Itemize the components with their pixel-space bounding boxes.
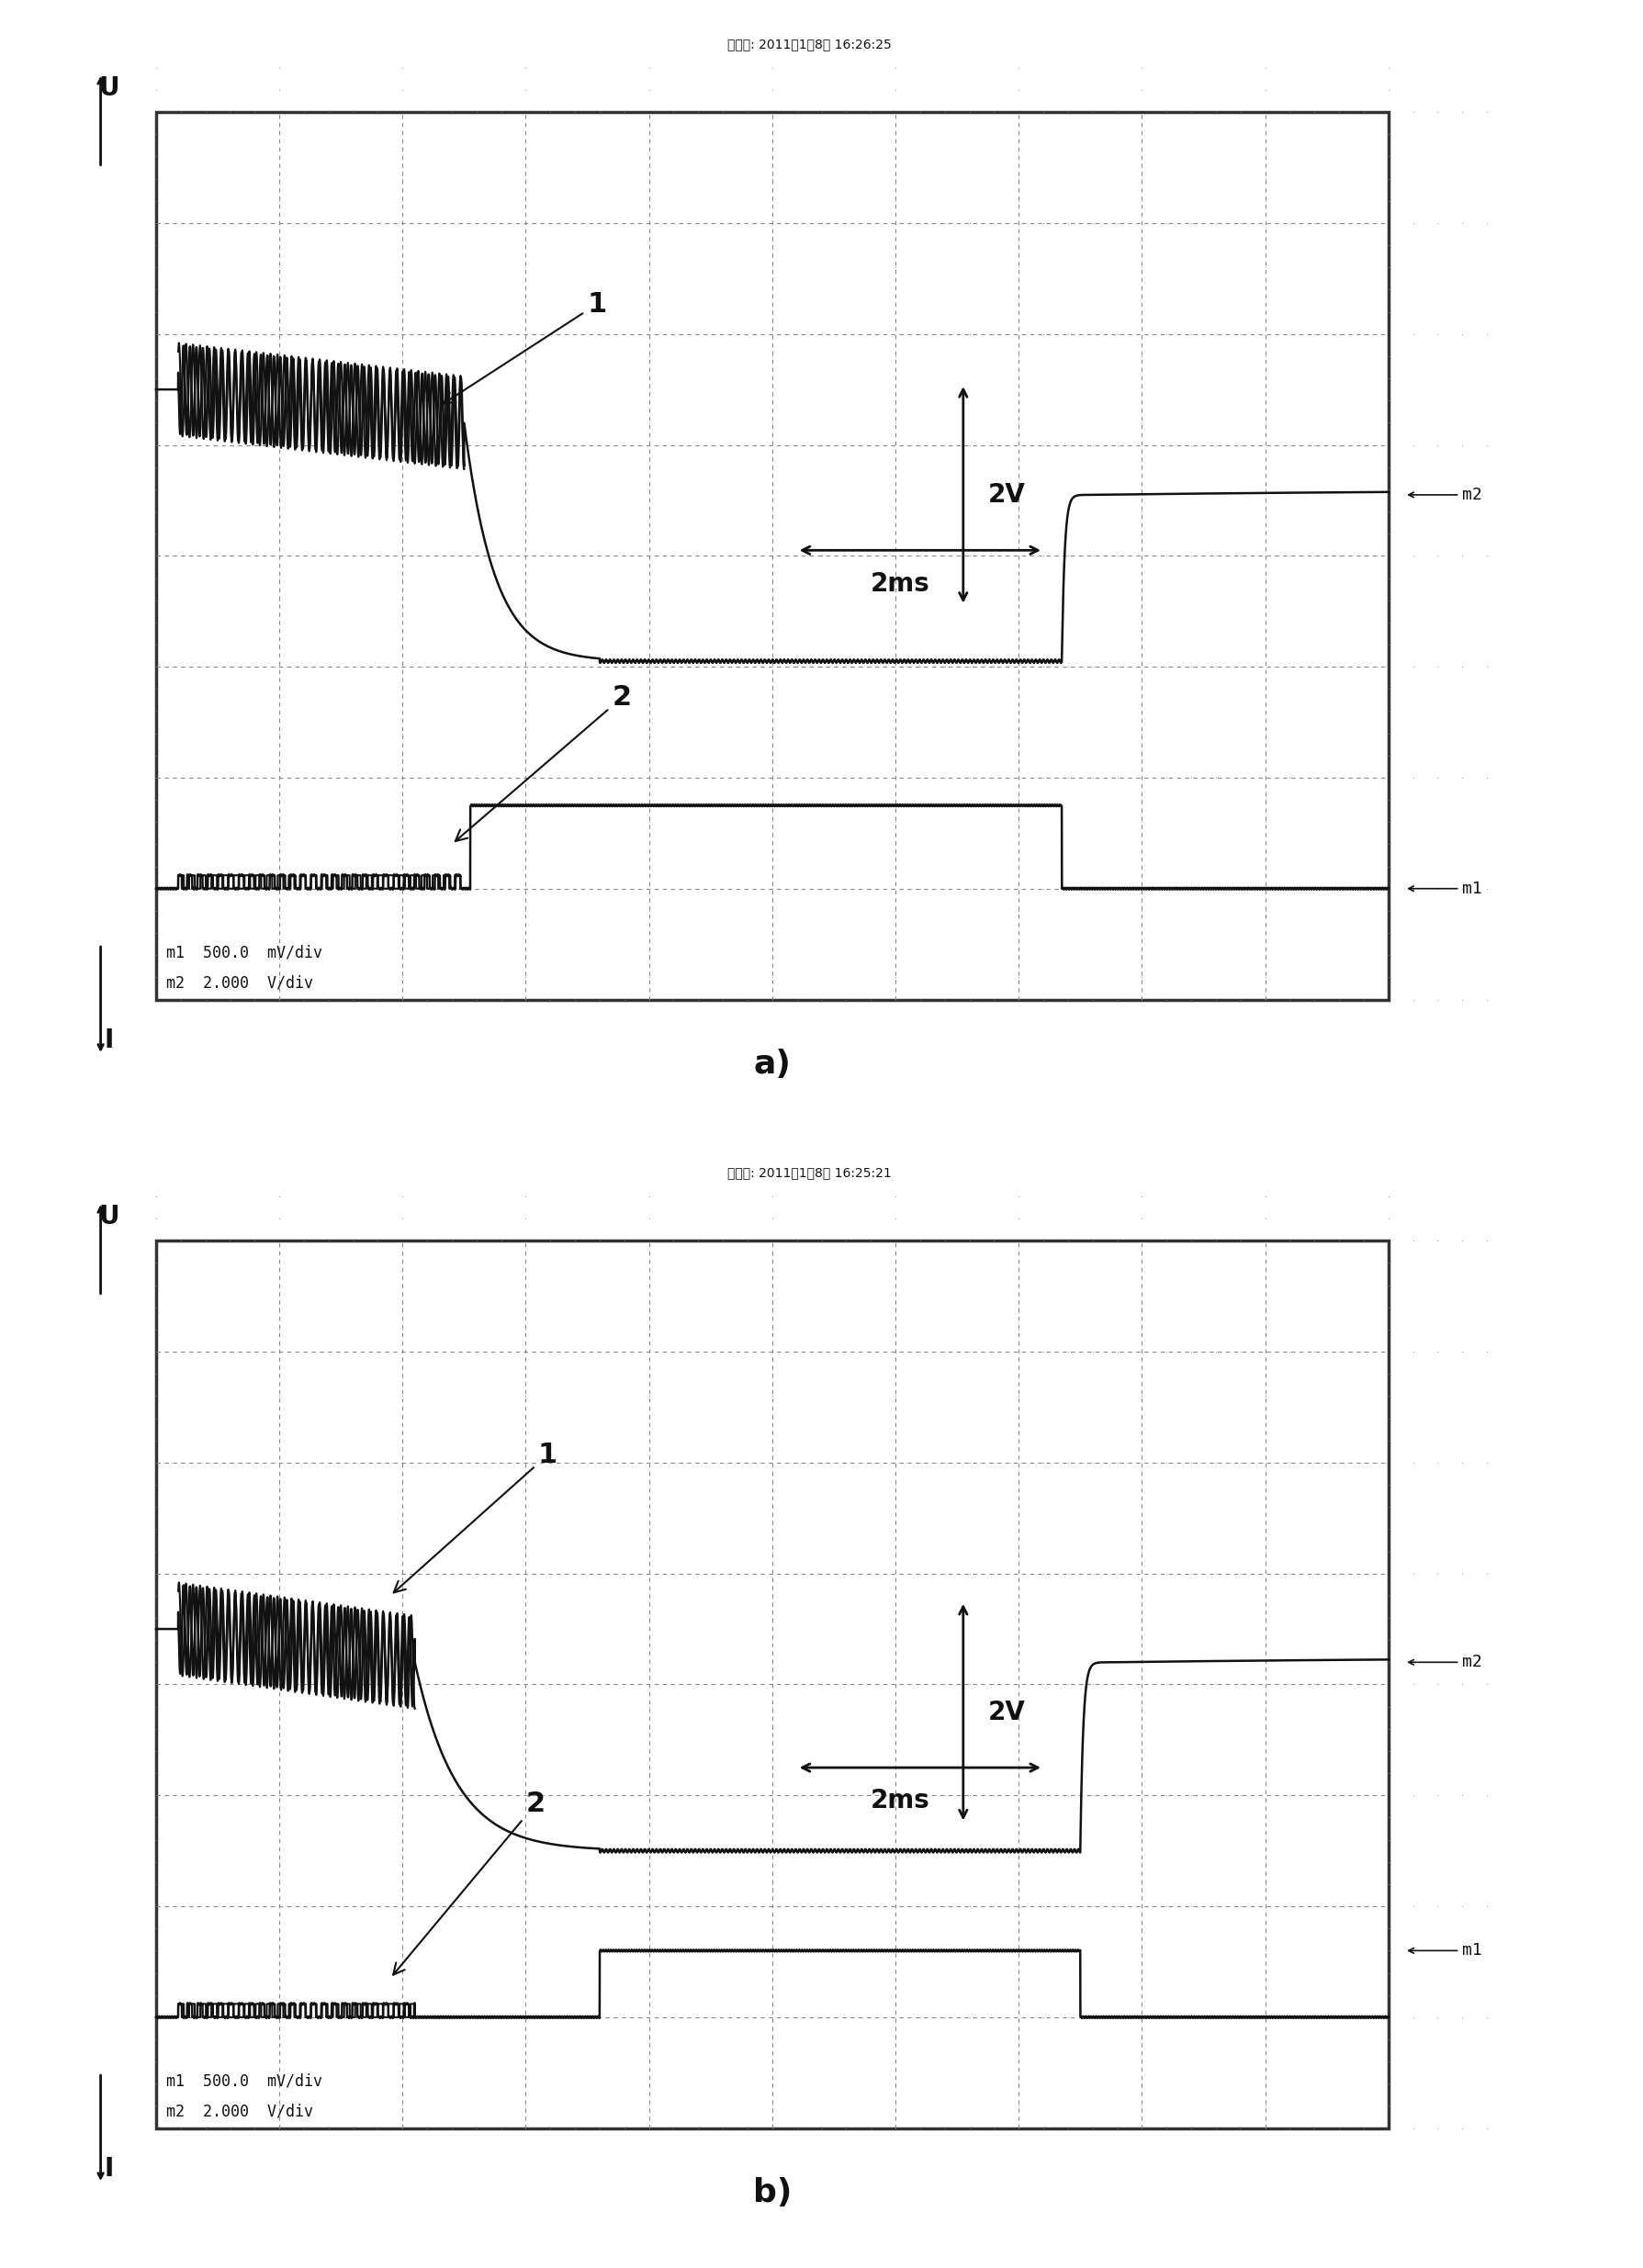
Text: 2V: 2V: [987, 1699, 1025, 1726]
Text: 2ms: 2ms: [871, 1787, 930, 1814]
Text: m1  500.0  mV/div: m1 500.0 mV/div: [166, 2073, 322, 2089]
Bar: [156, 111, 1388, 1000]
Text: I: I: [105, 1027, 113, 1052]
Text: 2: 2: [393, 1792, 545, 1975]
Text: 1: 1: [394, 1442, 557, 1592]
Title: 保存于: 2011年1月8日 16:25:21: 保存于: 2011年1月8日 16:25:21: [728, 1166, 891, 1179]
Text: m1: m1: [1462, 1941, 1482, 1960]
Text: U: U: [99, 75, 120, 102]
Bar: [156, 1241, 1388, 2127]
Text: m1: m1: [1462, 880, 1482, 896]
Text: U: U: [99, 1204, 120, 1229]
Text: I: I: [105, 2157, 113, 2182]
Text: a): a): [754, 1048, 790, 1080]
Text: 1: 1: [444, 290, 606, 404]
Text: 2V: 2V: [987, 483, 1025, 508]
Text: 2: 2: [455, 685, 631, 841]
Text: m2  2.000  V/div: m2 2.000 V/div: [166, 2102, 312, 2121]
Text: m2: m2: [1462, 1653, 1482, 1672]
Text: 2ms: 2ms: [871, 572, 930, 596]
Text: m2: m2: [1462, 488, 1482, 503]
Text: m1  500.0  mV/div: m1 500.0 mV/div: [166, 946, 322, 962]
Title: 保存于: 2011年1月8日 16:26:25: 保存于: 2011年1月8日 16:26:25: [728, 39, 891, 50]
Text: m2  2.000  V/div: m2 2.000 V/div: [166, 975, 312, 991]
Text: b): b): [752, 2177, 792, 2209]
